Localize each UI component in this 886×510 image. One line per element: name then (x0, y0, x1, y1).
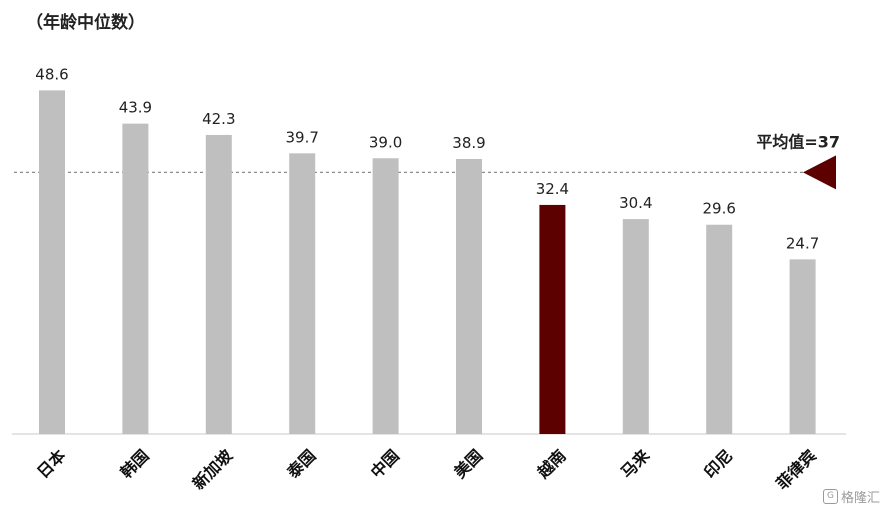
x-tick-label: 韩国 (117, 446, 153, 482)
x-tick-label: 菲律宾 (773, 446, 820, 493)
bar (39, 90, 65, 434)
bar (122, 123, 149, 434)
x-tick-label: 日本 (33, 446, 69, 482)
x-tick-label: 印尼 (700, 446, 736, 482)
watermark-text: 格隆汇 (840, 491, 880, 506)
x-tick-label: 越南 (533, 446, 570, 483)
data-label: 43.9 (119, 99, 152, 117)
bar (372, 158, 399, 434)
y-axis-label: （年龄中位数） (26, 13, 145, 33)
bar (539, 204, 566, 434)
data-label: 38.9 (452, 134, 485, 152)
data-label: 30.4 (619, 194, 652, 212)
reference-line-label: 平均值=37 (756, 132, 840, 151)
bar (706, 224, 733, 434)
bar (456, 158, 482, 435)
watermark: G 格隆汇 (822, 487, 880, 506)
bar (205, 134, 232, 434)
data-label: 39.0 (369, 133, 402, 151)
bar (622, 219, 649, 434)
bar (289, 153, 316, 435)
x-tick-label: 马来 (617, 445, 654, 482)
reference-marker-triangle (803, 155, 836, 190)
bar (789, 259, 816, 434)
data-label: 48.6 (35, 65, 68, 83)
data-label: 32.4 (536, 180, 569, 198)
data-label: 29.6 (702, 200, 735, 218)
x-tick-label: 中国 (367, 446, 403, 482)
data-label: 42.3 (202, 110, 235, 128)
data-label: 39.7 (285, 128, 318, 146)
x-tick-label: 新加坡 (189, 445, 237, 493)
x-tick-label: 泰国 (283, 446, 320, 483)
g-logo-icon: G (822, 489, 838, 504)
x-tick-label: 美国 (450, 446, 486, 482)
data-label: 24.7 (786, 234, 819, 252)
